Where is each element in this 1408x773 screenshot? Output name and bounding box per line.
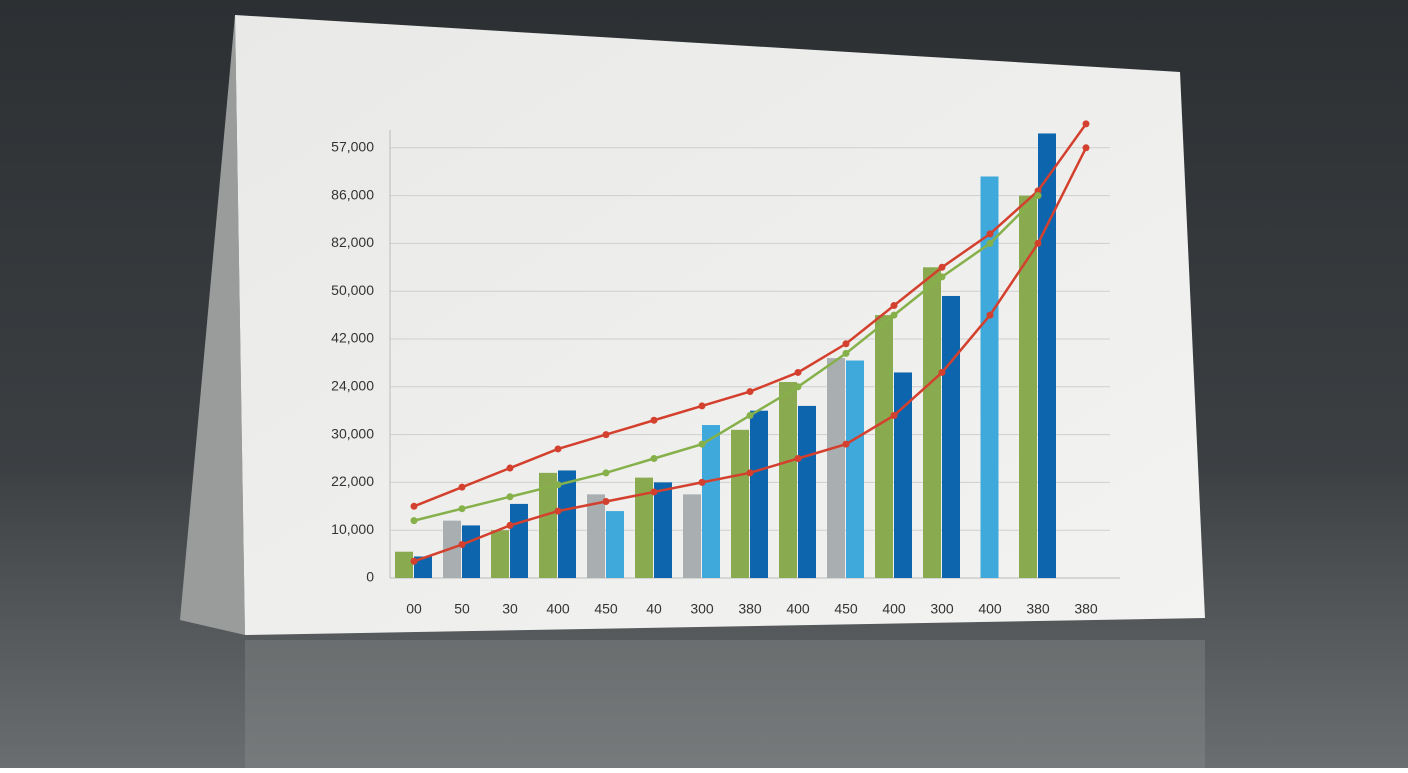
line-point	[554, 481, 562, 489]
bar	[942, 295, 960, 578]
x-tick-label: 50	[454, 601, 470, 617]
y-tick-label: 24,000	[331, 378, 374, 394]
line-point	[842, 440, 850, 448]
x-tick-label: 450	[594, 601, 618, 617]
line-point	[1034, 239, 1042, 247]
line-point	[650, 488, 658, 496]
y-tick-label: 86,000	[331, 186, 374, 202]
bar	[606, 511, 624, 578]
x-tick-label: 400	[546, 601, 570, 617]
bar	[683, 494, 701, 578]
line-point	[986, 230, 994, 238]
bar	[462, 525, 480, 578]
x-tick-label: 300	[690, 601, 714, 617]
line-point	[842, 340, 850, 348]
y-tick-label: 42,000	[331, 330, 374, 346]
line-point	[890, 411, 898, 419]
bar	[635, 477, 653, 578]
line-point	[698, 402, 706, 410]
line-point	[602, 431, 610, 439]
bar	[702, 425, 720, 578]
card-side	[180, 15, 245, 635]
bar	[846, 360, 864, 578]
reflection	[245, 640, 1205, 768]
x-tick-label: 400	[786, 601, 810, 617]
bar	[395, 551, 413, 578]
x-tick-label: 380	[1026, 601, 1050, 617]
bar	[491, 530, 509, 578]
bar	[980, 176, 999, 579]
bar	[558, 470, 576, 578]
line-point	[938, 263, 946, 271]
y-tick-label: 30,000	[331, 425, 374, 441]
bar	[414, 556, 432, 578]
line-point	[746, 388, 754, 396]
y-tick-label: 57,000	[331, 139, 374, 155]
bar	[923, 267, 941, 578]
bar	[875, 315, 893, 578]
line-point	[794, 455, 802, 462]
line-point	[650, 455, 658, 462]
bar	[1038, 133, 1056, 578]
line-point	[602, 469, 610, 477]
y-tick-label: 0	[366, 569, 374, 585]
line-point	[554, 507, 562, 515]
bar	[779, 382, 797, 578]
y-tick-label: 50,000	[331, 282, 374, 298]
line-point	[458, 483, 466, 491]
bar	[1019, 195, 1037, 578]
x-tick-label: 40	[646, 601, 662, 617]
line-point	[890, 302, 898, 310]
line-point	[1082, 144, 1090, 152]
line-point	[746, 411, 754, 419]
bar	[510, 503, 528, 578]
line-point	[410, 557, 418, 565]
y-tick-label: 82,000	[331, 234, 374, 250]
line-point	[1082, 120, 1090, 128]
line-point	[506, 493, 514, 501]
bar	[827, 358, 845, 578]
line-point	[986, 311, 994, 319]
line-point	[458, 541, 466, 549]
bar	[539, 472, 557, 578]
bar	[750, 410, 768, 578]
x-tick-label: 400	[978, 601, 1002, 617]
line-point	[602, 498, 610, 506]
line-point	[506, 464, 514, 472]
x-tick-label: 00	[406, 601, 422, 617]
line-point	[698, 440, 706, 448]
x-tick-label: 400	[882, 601, 906, 617]
line-point	[890, 311, 898, 319]
line-point	[698, 478, 706, 486]
line-point	[794, 383, 802, 391]
line-point	[794, 368, 802, 376]
line-point	[746, 469, 754, 477]
x-tick-label: 380	[1074, 601, 1098, 617]
bar	[798, 405, 816, 578]
line-point	[938, 273, 946, 281]
x-tick-label: 450	[834, 601, 858, 617]
bar	[731, 429, 749, 578]
y-tick-label: 22,000	[331, 473, 374, 489]
x-tick-label: 300	[930, 601, 954, 617]
line-point	[650, 416, 658, 424]
line-point	[410, 502, 418, 510]
line-point	[938, 368, 946, 376]
line-point	[458, 505, 466, 513]
x-tick-label: 380	[738, 601, 762, 617]
line-point	[986, 239, 994, 247]
plot: 0 10,000 22,000 30,000 24,000 42,000 50,000 82,…	[331, 120, 1120, 617]
line-point	[410, 517, 418, 525]
bar	[894, 372, 912, 578]
y-tick-label: 10,000	[331, 521, 374, 537]
line-point	[842, 349, 850, 357]
line-point	[1034, 192, 1042, 200]
line-point	[506, 521, 514, 529]
line-point	[554, 445, 562, 453]
x-tick-label: 30	[502, 601, 518, 617]
bar	[587, 494, 605, 578]
line	[413, 194, 1039, 522]
bar	[654, 482, 672, 578]
